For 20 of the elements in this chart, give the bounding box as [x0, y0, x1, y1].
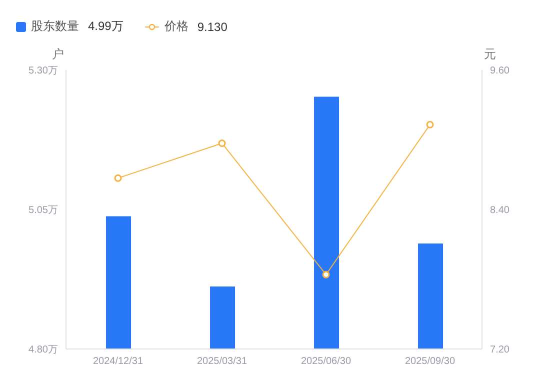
y2-tick-label: 8.40	[490, 205, 510, 216]
legend-label: 股东数量	[31, 18, 79, 35]
y-tick-label: 5.30万	[28, 66, 58, 77]
x-tick-label: 2025/09/30	[404, 356, 456, 368]
point	[218, 139, 226, 147]
y2-axis-title: 元	[484, 47, 496, 61]
legend-label: 价格	[164, 18, 188, 35]
y-tick-label: 4.80万	[28, 344, 58, 356]
y2-tick-label: 9.60	[490, 66, 510, 77]
point	[114, 174, 122, 182]
y2-tick-label: 7.20	[490, 344, 510, 356]
x-tick-label: 2025/06/30	[300, 356, 352, 368]
text: 9.130	[197, 20, 228, 34]
x-tick-label: 2024/12/31	[92, 356, 144, 368]
y-tick-label: 5.05万	[28, 205, 58, 216]
point	[426, 120, 434, 128]
y-axis-title: 户	[52, 47, 64, 61]
x-tick-label: 2025/03/31	[196, 356, 248, 368]
text: 4.99万	[88, 18, 124, 35]
point	[322, 270, 330, 278]
